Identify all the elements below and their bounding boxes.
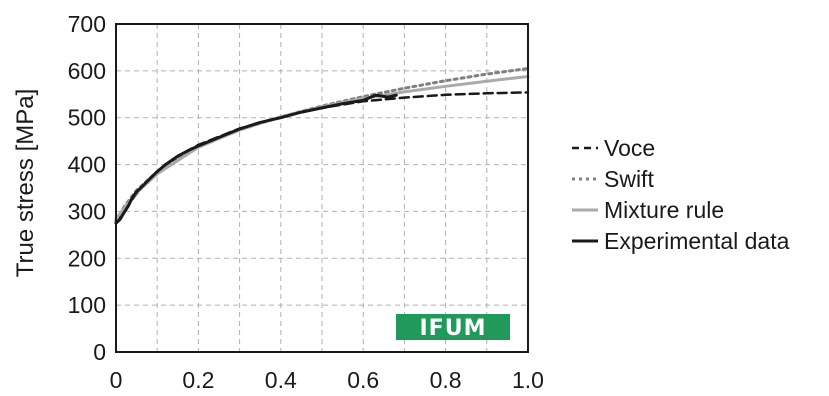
y-tick-label: 0 (93, 339, 106, 365)
series-line-experimental-data (114, 93, 398, 225)
y-tick-label: 100 (68, 292, 106, 318)
y-tick-label: 700 (68, 11, 106, 37)
grid (116, 24, 528, 352)
ifum-logo: IFUM (396, 314, 510, 341)
logo-background (396, 314, 510, 340)
x-tick-label: 0 (110, 367, 123, 393)
y-tick-label: 400 (68, 152, 106, 178)
y-tick-label: 600 (68, 58, 106, 84)
x-tick-label: 1.0 (512, 367, 544, 393)
x-tick-label: 0.6 (347, 367, 379, 393)
legend-label: Swift (604, 166, 654, 192)
logo-text: IFUM (420, 316, 487, 341)
legend-label: Voce (604, 135, 655, 161)
y-tick-label: 200 (68, 245, 106, 271)
legend: Voce Swift Mixture rule Experimental data (572, 135, 790, 254)
plot-area (115, 23, 529, 353)
x-tick-label: 0.2 (182, 367, 214, 393)
legend-label: Experimental data (604, 228, 790, 254)
series-layer (114, 67, 530, 225)
x-tick-label: 0.8 (430, 367, 462, 393)
y-axis-label: True stress [MPa] (12, 89, 39, 277)
y-tick-label: 500 (68, 105, 106, 131)
y-tick-labels: 0 100 200 300 400 500 600 700 (68, 11, 106, 365)
legend-label: Mixture rule (604, 197, 724, 223)
y-tick-label: 300 (68, 198, 106, 224)
x-tick-labels: 0 0.2 0.4 0.6 0.8 1.0 (110, 367, 544, 393)
x-tick-label: 0.4 (265, 367, 297, 393)
